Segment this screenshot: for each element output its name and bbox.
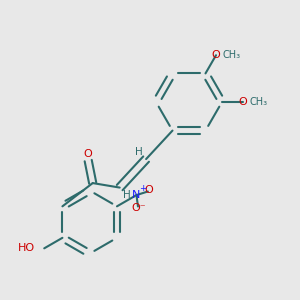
- Text: H: H: [135, 147, 142, 157]
- Text: H: H: [123, 190, 131, 200]
- Text: O: O: [145, 185, 153, 195]
- Text: O⁻: O⁻: [132, 203, 146, 213]
- Text: HO: HO: [18, 243, 35, 253]
- Text: +: +: [139, 184, 147, 193]
- Text: O: O: [238, 97, 247, 107]
- Text: O: O: [212, 50, 220, 60]
- Text: O: O: [84, 149, 93, 159]
- Text: CH₃: CH₃: [250, 97, 268, 107]
- Text: CH₃: CH₃: [223, 50, 241, 60]
- Text: N: N: [132, 190, 141, 200]
